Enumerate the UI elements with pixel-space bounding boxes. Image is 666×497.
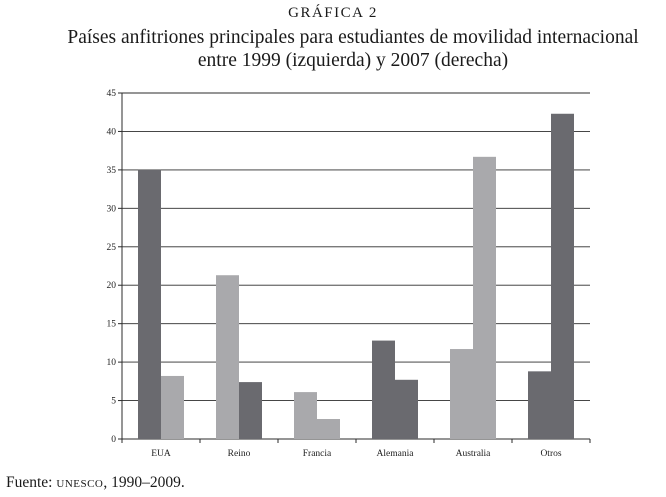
bar-australia-2007 — [473, 156, 496, 439]
bar-australia-1999 — [450, 349, 473, 439]
source-years: , 1990–2009. — [103, 474, 185, 491]
bar-francia-1999 — [294, 392, 317, 439]
y-tick-label-45: 45 — [107, 89, 117, 99]
bar-alemania-2007 — [395, 379, 418, 439]
y-tick-label-15: 15 — [107, 320, 117, 330]
bar-francia-2007 — [317, 419, 340, 439]
bar-otros-1999 — [528, 371, 551, 439]
y-tick-label-30: 30 — [107, 204, 117, 214]
source-org: unesco — [56, 474, 104, 491]
y-tick-label-5: 5 — [111, 397, 116, 407]
x-tick-label-alemania: Alemania — [377, 449, 415, 459]
bar-otros-2007 — [551, 113, 574, 439]
bar-eua-1999 — [138, 169, 161, 439]
x-tick-label-otros: Otros — [540, 449, 561, 459]
y-tick-label-40: 40 — [107, 127, 117, 137]
y-tick-label-10: 10 — [107, 358, 117, 368]
bar-reino-2007 — [239, 382, 262, 439]
x-tick-label-eua: EUA — [151, 449, 171, 459]
x-tick-label-reino: Reino — [228, 449, 251, 459]
source-prefix: Fuente: — [6, 474, 53, 491]
chart-title-line-1: Países anfitriones principales para estu… — [67, 27, 639, 48]
chart-title-line-2: entre 1999 (izquierda) y 2007 (derecha) — [197, 50, 509, 71]
bar-alemania-1999 — [372, 340, 395, 439]
bar-reino-1999 — [216, 275, 239, 439]
x-tick-label-francia: Francia — [303, 449, 332, 459]
bar-eua-2007 — [161, 375, 184, 439]
y-tick-label-0: 0 — [111, 435, 116, 445]
source-note: Fuente: unesco, 1990–2009. — [6, 474, 185, 492]
y-tick-label-35: 35 — [107, 166, 117, 176]
x-tick-label-australia: Australia — [456, 449, 492, 459]
y-tick-label-25: 25 — [107, 243, 117, 253]
y-tick-label-20: 20 — [107, 281, 117, 291]
figure-label: GRÁFICA 2 — [288, 5, 378, 21]
